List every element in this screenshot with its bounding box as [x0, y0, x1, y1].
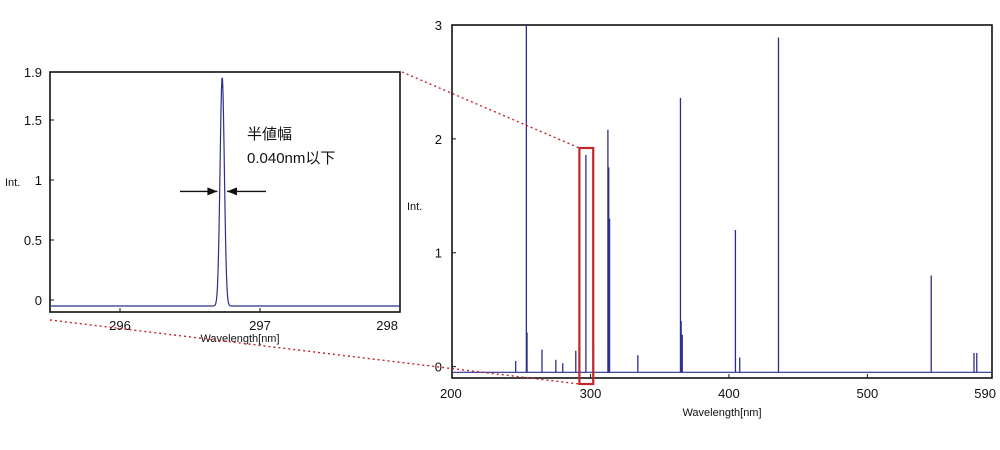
connector-bottom	[49, 319, 580, 385]
fwhm-left-arrowhead	[207, 187, 218, 196]
zoom-y-label: Int.	[5, 177, 20, 189]
full-x-tick-label: 200	[440, 386, 462, 401]
fwhm-annotation-value: 0.040nm以下	[247, 150, 335, 167]
zoom-spectrum-line	[50, 77, 400, 307]
full-x-tick-label: 300	[580, 386, 602, 401]
zoom-y-ticks: 0 0.5 1 1.5 1.9	[24, 65, 54, 308]
zoom-x-tick-label: 296	[109, 318, 131, 333]
zoom-y-tick-label: 1.9	[24, 65, 42, 80]
zoom-connector-lines	[49, 71, 580, 385]
zoom-y-tick-label: 0.5	[24, 233, 42, 248]
fwhm-right-arrowhead	[227, 187, 237, 196]
connector-top	[401, 71, 580, 149]
full-x-tick-label: 500	[857, 386, 879, 401]
zoom-x-tick-label: 298	[376, 318, 398, 333]
fwhm-annotation-title: 半値幅	[247, 126, 292, 143]
zoom-y-tick-label: 1.5	[24, 113, 42, 128]
zoom-region-highlight	[578, 146, 595, 386]
full-spectrum-peaks	[515, 25, 978, 373]
full-plot-frame	[451, 24, 993, 379]
zoom-panel: 296 297 298 0 0.5 1 1.5 1.9 Int. Wavelength[nm…	[5, 65, 401, 345]
full-x-ticks: 200 300 400 500 590	[440, 374, 996, 401]
full-y-tick-label: 3	[435, 18, 442, 33]
zoom-y-tick-label: 1	[35, 173, 42, 188]
zoom-plot-frame	[49, 71, 401, 313]
zoom-x-tick-label: 297	[249, 318, 271, 333]
full-y-tick-label: 1	[435, 246, 442, 261]
full-x-label: Wavelength[nm]	[682, 407, 761, 419]
fwhm-arrows	[180, 187, 266, 196]
full-y-label: Int.	[407, 201, 422, 213]
zoom-y-tick-label: 0	[35, 293, 42, 308]
full-x-tick-label: 400	[718, 386, 740, 401]
full-x-tick-label: 590	[974, 386, 996, 401]
full-y-tick-label: 2	[435, 132, 442, 147]
zoom-x-label: Wavelength[nm]	[200, 333, 279, 345]
